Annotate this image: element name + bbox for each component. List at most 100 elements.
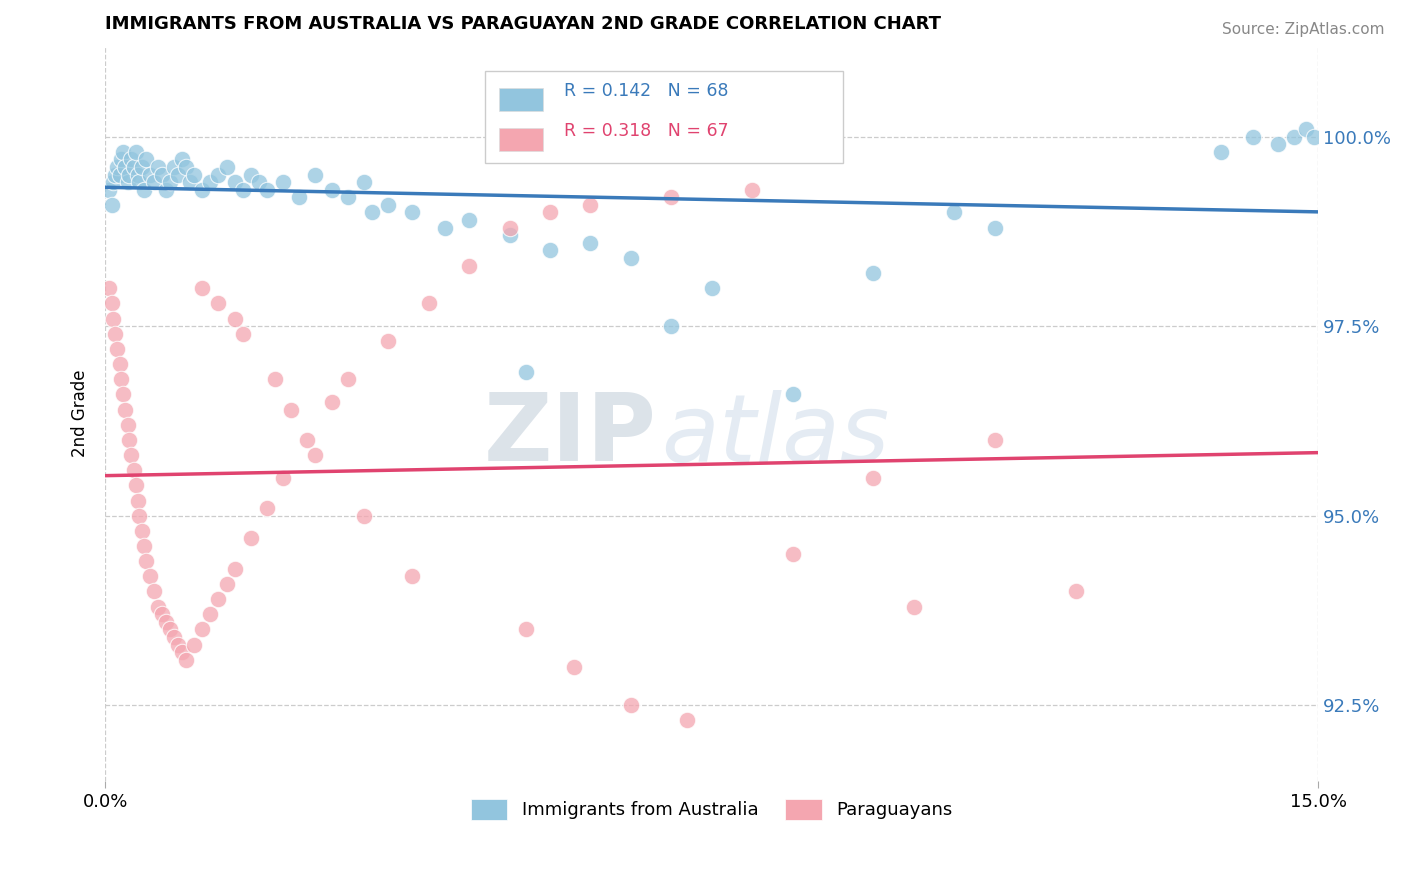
Point bbox=[207, 592, 229, 607]
Point bbox=[224, 311, 246, 326]
Point bbox=[138, 168, 160, 182]
Point bbox=[207, 168, 229, 182]
Point bbox=[132, 539, 155, 553]
Point bbox=[120, 448, 142, 462]
Point bbox=[676, 714, 699, 728]
Point bbox=[155, 183, 177, 197]
Point bbox=[108, 168, 131, 182]
Point bbox=[377, 198, 399, 212]
Point bbox=[361, 205, 384, 219]
Point bbox=[159, 623, 181, 637]
Point bbox=[458, 259, 481, 273]
Point bbox=[163, 630, 186, 644]
Point bbox=[418, 296, 440, 310]
Point bbox=[256, 501, 278, 516]
Point bbox=[862, 471, 884, 485]
Point bbox=[128, 175, 150, 189]
Point bbox=[256, 183, 278, 197]
Point bbox=[1282, 129, 1305, 144]
Point bbox=[128, 508, 150, 523]
Point bbox=[98, 183, 121, 197]
Point bbox=[191, 183, 214, 197]
Point bbox=[232, 326, 254, 341]
Point bbox=[620, 251, 643, 265]
Point bbox=[264, 372, 287, 386]
Point bbox=[579, 198, 602, 212]
Point bbox=[167, 168, 190, 182]
Point bbox=[125, 145, 148, 159]
Point bbox=[174, 653, 197, 667]
Point bbox=[515, 365, 537, 379]
Point bbox=[659, 190, 682, 204]
Point bbox=[110, 372, 132, 386]
Point bbox=[114, 402, 136, 417]
Point bbox=[297, 433, 319, 447]
Point bbox=[247, 175, 270, 189]
Point bbox=[239, 168, 262, 182]
Point bbox=[150, 607, 173, 622]
Point bbox=[108, 357, 131, 371]
Point bbox=[224, 562, 246, 576]
Point bbox=[943, 205, 966, 219]
Point bbox=[579, 235, 602, 250]
Point bbox=[782, 387, 804, 401]
Point bbox=[120, 153, 142, 167]
Point bbox=[200, 175, 222, 189]
Point bbox=[131, 524, 153, 538]
Point bbox=[433, 220, 456, 235]
Point bbox=[146, 160, 169, 174]
Point bbox=[1064, 584, 1087, 599]
Point bbox=[983, 220, 1005, 235]
Point bbox=[200, 607, 222, 622]
Point bbox=[498, 228, 520, 243]
Point bbox=[862, 266, 884, 280]
Point bbox=[401, 569, 423, 583]
Point bbox=[127, 168, 149, 182]
Point bbox=[288, 190, 311, 204]
Point bbox=[117, 417, 139, 432]
Point bbox=[1209, 145, 1232, 159]
Point bbox=[741, 183, 763, 197]
Point bbox=[280, 402, 302, 417]
Point bbox=[117, 175, 139, 189]
Point bbox=[110, 153, 132, 167]
Point bbox=[142, 584, 165, 599]
Point bbox=[215, 160, 238, 174]
Point bbox=[304, 448, 326, 462]
Point bbox=[191, 281, 214, 295]
Text: IMMIGRANTS FROM AUSTRALIA VS PARAGUAYAN 2ND GRADE CORRELATION CHART: IMMIGRANTS FROM AUSTRALIA VS PARAGUAYAN … bbox=[105, 15, 941, 33]
Legend: Immigrants from Australia, Paraguayans: Immigrants from Australia, Paraguayans bbox=[464, 792, 959, 827]
Point bbox=[125, 478, 148, 492]
Y-axis label: 2nd Grade: 2nd Grade bbox=[72, 369, 89, 457]
Point bbox=[111, 387, 134, 401]
FancyBboxPatch shape bbox=[485, 71, 842, 163]
Point bbox=[142, 175, 165, 189]
Point bbox=[104, 168, 127, 182]
Point bbox=[1295, 122, 1317, 136]
Text: R = 0.142   N = 68: R = 0.142 N = 68 bbox=[564, 82, 728, 100]
Point bbox=[159, 175, 181, 189]
Point bbox=[155, 615, 177, 629]
Point bbox=[114, 160, 136, 174]
Point bbox=[138, 569, 160, 583]
Point bbox=[232, 183, 254, 197]
FancyBboxPatch shape bbox=[499, 88, 543, 111]
Point bbox=[1267, 137, 1289, 152]
Point bbox=[1303, 129, 1326, 144]
Point bbox=[131, 160, 153, 174]
Point bbox=[620, 698, 643, 713]
Point bbox=[174, 160, 197, 174]
Point bbox=[401, 205, 423, 219]
Point bbox=[321, 183, 343, 197]
Point bbox=[146, 599, 169, 614]
Point bbox=[122, 160, 145, 174]
Point bbox=[983, 433, 1005, 447]
Point bbox=[150, 168, 173, 182]
Point bbox=[538, 205, 561, 219]
Point bbox=[659, 319, 682, 334]
Point bbox=[167, 638, 190, 652]
Point bbox=[103, 311, 125, 326]
Point bbox=[183, 168, 205, 182]
Point bbox=[515, 623, 537, 637]
Point bbox=[538, 244, 561, 258]
